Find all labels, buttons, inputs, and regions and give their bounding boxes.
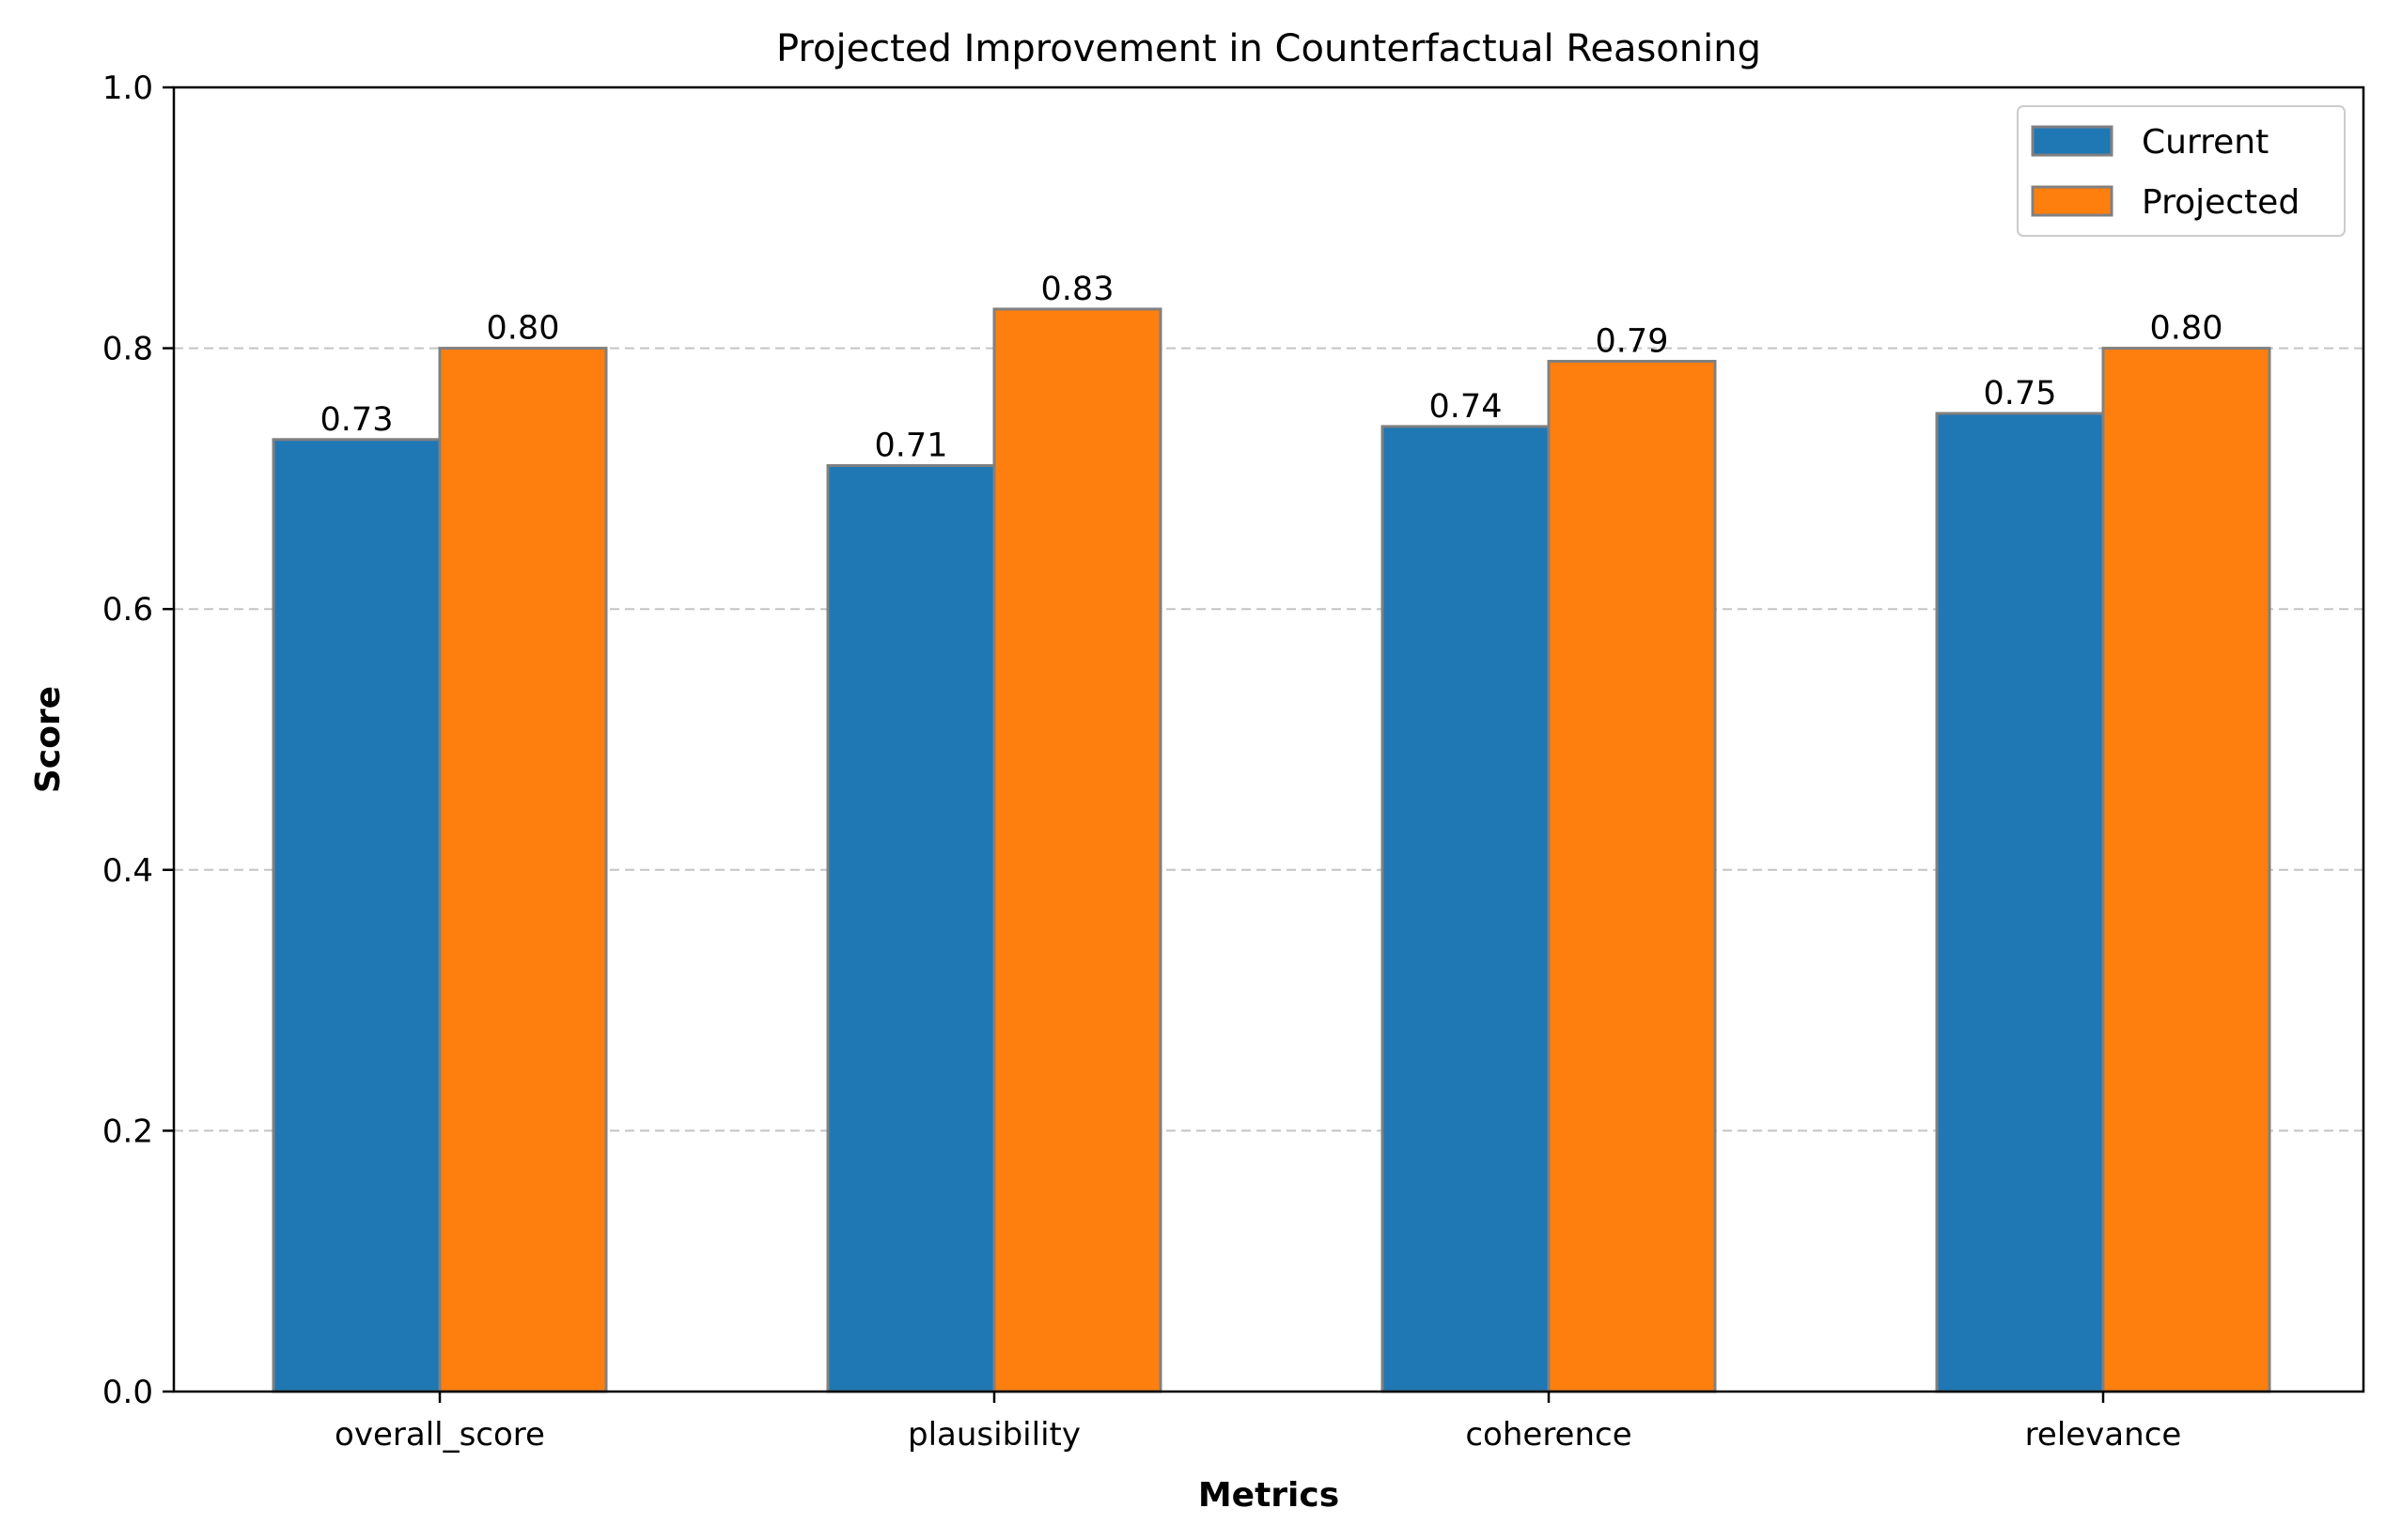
y-tick-label: 0.4 <box>102 852 153 890</box>
y-tick-label: 0.0 <box>102 1374 153 1411</box>
bar-projected-plausibility <box>992 307 1162 1393</box>
y-tick-label: 0.2 <box>102 1112 153 1150</box>
bar-value-label: 0.79 <box>1596 322 1669 360</box>
legend-swatch-projected <box>2031 185 2113 217</box>
x-tick-label: overall_score <box>335 1416 545 1454</box>
bar-value-label: 0.71 <box>875 428 948 465</box>
plot-frame <box>172 86 2365 1393</box>
bar-current-overall_score <box>272 438 442 1393</box>
bar-projected-relevance <box>2101 347 2271 1393</box>
bar-projected-coherence <box>1547 359 1717 1393</box>
x-axis-ticks: overall_score plausibility coherence releva… <box>335 1392 2181 1454</box>
y-tick-label: 0.6 <box>102 591 153 629</box>
legend-label-projected: Projected <box>2142 183 2300 222</box>
bar-value-label: 0.83 <box>1041 271 1115 308</box>
legend: Current Projected <box>2017 105 2346 237</box>
legend-label-current: Current <box>2142 123 2269 162</box>
bar-value-label: 0.73 <box>320 401 394 439</box>
bar-value-label: 0.74 <box>1429 388 1503 426</box>
bar-value-label: 0.80 <box>2150 310 2223 348</box>
x-axis-label: Metrics <box>1198 1476 1339 1515</box>
y-axis-ticks: 0.0 0.2 0.4 0.6 0.8 1.0 <box>102 70 174 1411</box>
x-tick-label: relevance <box>2025 1416 2182 1454</box>
y-axis-label: Score <box>29 686 68 793</box>
legend-swatch-current <box>2031 125 2113 157</box>
y-tick-label: 1.0 <box>102 70 153 107</box>
bar-current-coherence <box>1380 425 1551 1393</box>
bar-value-label: 0.80 <box>487 310 560 348</box>
x-tick-label: coherence <box>1465 1416 1631 1454</box>
bar-value-labels: 0.73 0.80 0.71 0.83 0.74 0.79 0.75 0.80 <box>320 271 2223 465</box>
x-tick-label: plausibility <box>908 1416 1081 1454</box>
y-tick-label: 0.8 <box>102 331 153 368</box>
bar-current-relevance <box>1935 412 2105 1393</box>
bar-current-plausibility <box>826 464 996 1393</box>
bars <box>272 307 2271 1393</box>
bar-value-label: 0.75 <box>1984 375 2057 412</box>
chart-title: Projected Improvement in Counterfactual … <box>776 27 1761 70</box>
bar-projected-overall_score <box>438 347 608 1393</box>
